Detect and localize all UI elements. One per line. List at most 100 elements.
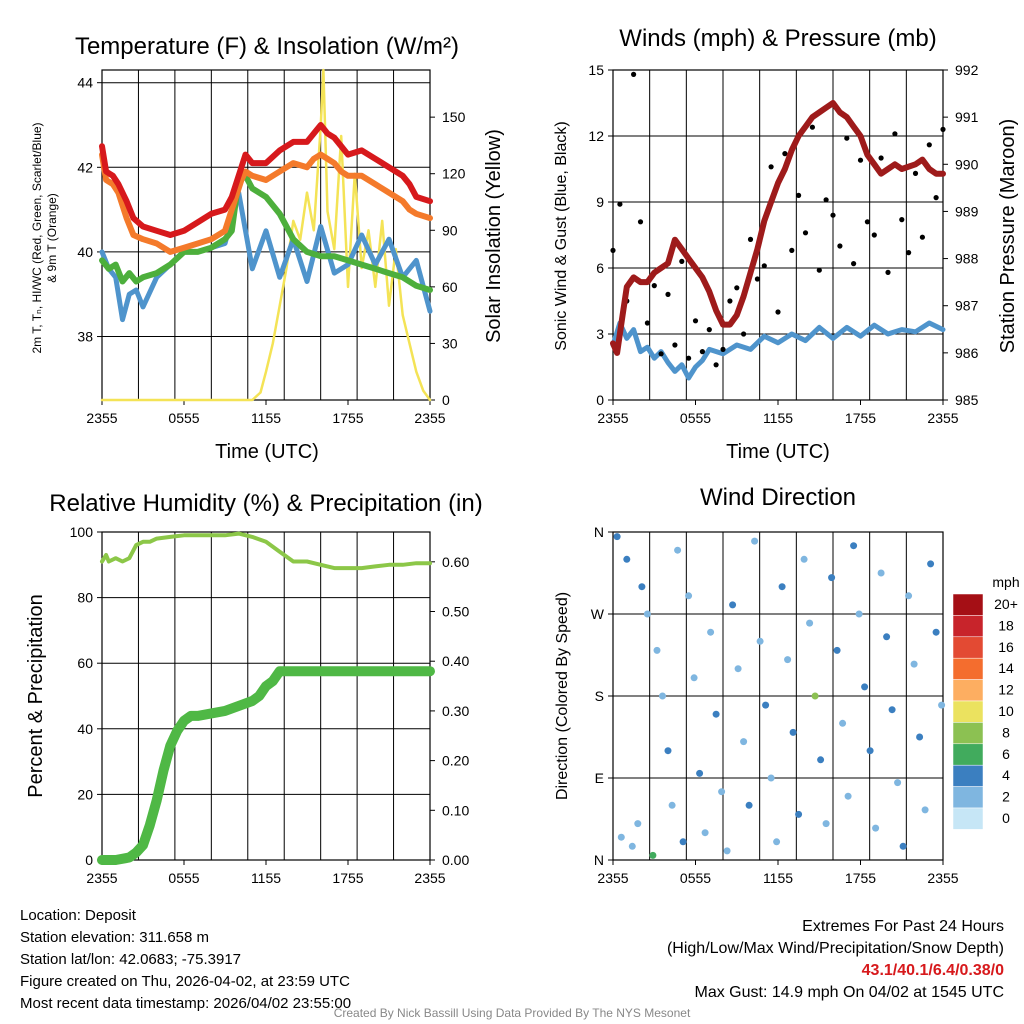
- legend-color-swatch: [952, 679, 984, 702]
- station-info: Location: Deposit Station elevation: 311…: [20, 905, 351, 1015]
- temp-x-tick-label: 1755: [332, 410, 363, 426]
- rh-x-tick-label: 1155: [251, 870, 281, 886]
- temp-y2-tick-label: 30: [442, 335, 458, 351]
- gust-point: [906, 250, 912, 256]
- direction-point: [664, 747, 672, 755]
- gust-point: [830, 212, 836, 218]
- wind-y2-tick-label: 991: [955, 109, 979, 125]
- rh-y-tick-label: 40: [77, 721, 93, 737]
- legend-label: 18: [998, 617, 1014, 633]
- rh-plot-area: 2355 0555 1155 1755 2355 100 80 60 40 20 0 0.60 0.50…: [70, 524, 470, 886]
- temp-9m-line: [99, 151, 433, 255]
- temp-x-axis-label: Time (UTC): [215, 441, 319, 463]
- direction-point: [861, 683, 869, 691]
- temp-y-axis-label-line1: 2m T, Tₙ, HI/WC (Red, Green, Scarlet/Blu…: [30, 122, 44, 353]
- direction-point: [844, 792, 852, 800]
- direction-point: [740, 738, 748, 746]
- direction-point: [623, 555, 631, 563]
- wind-y-tick-label: 9: [596, 194, 604, 210]
- wind-y2-tick-label: 992: [955, 62, 979, 78]
- direction-point: [690, 674, 698, 682]
- direction-point: [729, 601, 737, 609]
- direction-point: [833, 646, 841, 654]
- wind-y-tick-label: 15: [588, 62, 604, 78]
- direction-point: [778, 583, 786, 591]
- rh-chart-title: Relative Humidity (%) & Precipitation (i…: [49, 490, 482, 517]
- direction-point: [745, 801, 753, 809]
- wind-y-axis-label: Sonic Wind & Gust (Blue, Black): [553, 121, 570, 350]
- wind-x-tick-label: 2355: [927, 410, 958, 426]
- temp-y-tick-label: 44: [77, 75, 93, 91]
- gust-point: [658, 351, 664, 357]
- gust-point: [665, 291, 671, 297]
- gust-point: [816, 267, 822, 273]
- gust-point: [871, 232, 877, 238]
- gust-point: [933, 195, 939, 201]
- direction-point: [921, 806, 929, 814]
- recent-data-timestamp: Most recent data timestamp: 2026/04/02 2…: [20, 995, 352, 1012]
- direction-point: [707, 628, 715, 636]
- gust-point: [837, 243, 843, 249]
- dir-y-axis-label: Direction (Colored By Speed): [554, 592, 571, 800]
- direction-point: [932, 628, 940, 636]
- wind-y2-tick-label: 988: [955, 251, 979, 267]
- gust-point: [878, 155, 884, 161]
- figure-created: Figure created on Thu, 2026-04-02, at 23…: [20, 973, 350, 990]
- temp-plot-area: 2355 0555 1155 1755 2355 44 42 40 38 150 120 90 60 30…: [77, 68, 466, 426]
- direction-point: [877, 569, 885, 577]
- direction-point: [927, 560, 935, 568]
- gust-point: [720, 346, 726, 352]
- wind-x-axis-label: Time (UTC): [726, 441, 830, 463]
- gust-point: [844, 135, 850, 141]
- direction-point: [806, 619, 814, 627]
- heat-index-line: [99, 190, 433, 323]
- legend-color-swatch: [952, 615, 984, 638]
- dir-y-tick-label: S: [595, 688, 604, 704]
- direction-point: [817, 756, 825, 764]
- gust-point: [644, 320, 651, 326]
- gust-point: [679, 258, 685, 264]
- direction-point: [905, 592, 913, 600]
- direction-point: [643, 610, 651, 618]
- gust-point: [796, 192, 802, 198]
- temp-y2-tick-label: 120: [442, 166, 466, 182]
- legend-label: 10: [998, 703, 1014, 719]
- temp-x-tick-label: 1155: [251, 410, 281, 426]
- gust-point: [692, 318, 699, 324]
- wind-x-tick-label: 2355: [597, 410, 628, 426]
- gust-point: [610, 247, 616, 253]
- gust-point: [741, 331, 747, 337]
- gust-point: [713, 362, 719, 368]
- rh-y-tick-label: 80: [77, 590, 93, 606]
- direction-point: [649, 851, 657, 859]
- temp-2m-line: [99, 122, 433, 238]
- temp-y2-axis-label: Solar Insolation (Yellow): [483, 129, 505, 343]
- direction-point: [674, 546, 682, 554]
- direction-point: [910, 660, 918, 668]
- rh-y2-tick-label: 0.50: [442, 604, 469, 620]
- gust-point: [617, 201, 623, 207]
- wind-x-tick-label: 0555: [680, 410, 711, 426]
- direction-point: [762, 701, 770, 709]
- gust-point: [727, 298, 733, 304]
- gust-point: [864, 219, 871, 225]
- gust-point: [651, 283, 657, 289]
- wind-y-tick-label: 0: [596, 392, 604, 408]
- temp-y2-tick-label: 60: [442, 279, 458, 295]
- rh-x-tick-label: 1755: [332, 870, 363, 886]
- wind-y-tick-label: 12: [588, 128, 604, 144]
- direction-point: [938, 701, 946, 709]
- dir-y-tick-label: N: [594, 524, 604, 540]
- gust-point: [940, 126, 946, 132]
- pressure-line: [610, 100, 946, 356]
- gust-point: [761, 263, 767, 269]
- temp-x-tick-label: 0555: [168, 410, 199, 426]
- dir-y-tick-label: W: [591, 606, 605, 622]
- gust-point: [768, 164, 774, 170]
- wind-y2-tick-label: 985: [955, 392, 979, 408]
- legend-color-swatch: [952, 636, 984, 659]
- dir-plot-area: 2355 0555 1155 1755 2355 N W S E N: [591, 524, 959, 886]
- direction-point: [850, 542, 858, 550]
- extremes-labels: (High/Low/Max Wind/Precipitation/Snow De…: [666, 940, 1004, 957]
